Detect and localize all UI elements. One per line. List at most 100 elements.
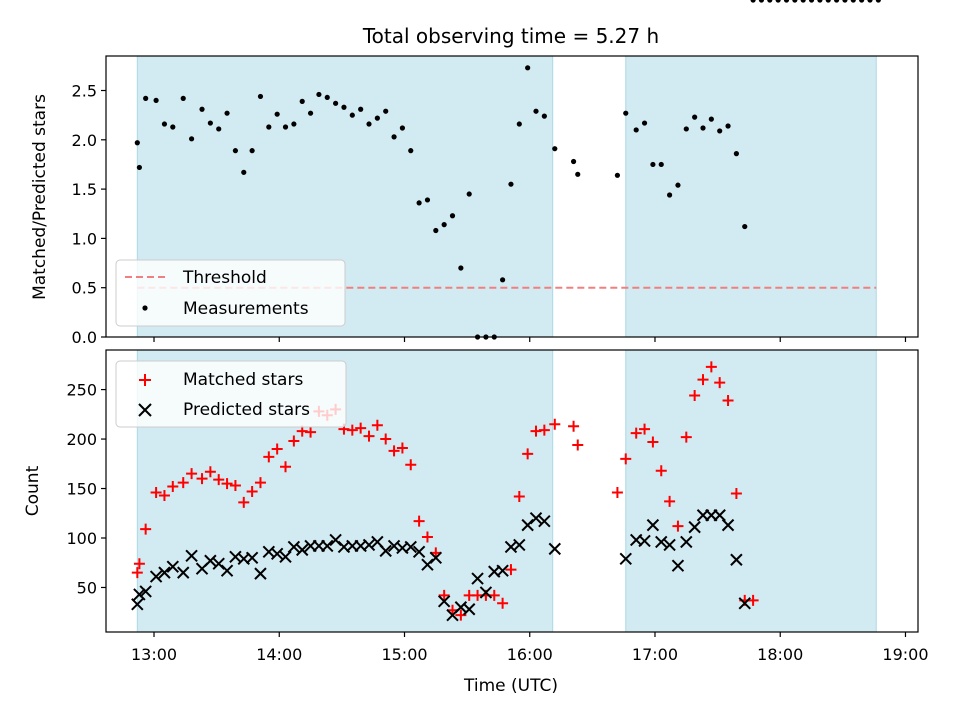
measurement-point [516, 121, 522, 127]
predicted-star-point [133, 588, 146, 601]
predicted-star-point [204, 554, 217, 567]
legend-threshold-label: Threshold [182, 268, 267, 288]
matched-star-point [380, 433, 392, 445]
matched-star-point [405, 459, 417, 471]
measurement-point [658, 161, 664, 168]
matched-star-point [611, 486, 623, 498]
matched-star-point [131, 567, 143, 579]
predicted-star-point [479, 586, 493, 599]
measurement-point [767, 0, 773, 3]
measurement-point [299, 98, 305, 104]
x-tick-label: 18:00 [757, 645, 803, 664]
measurement-point [552, 146, 558, 152]
predicted-star-point [463, 603, 476, 616]
predicted-star-point [212, 557, 225, 570]
measurement-point [143, 95, 149, 101]
x-tick-label: 13:00 [131, 645, 177, 664]
predicted-star-point [220, 564, 234, 577]
measurement-point [525, 65, 531, 71]
matched-star-point [655, 465, 667, 477]
measurement-point [134, 140, 140, 146]
measurement-point [641, 120, 648, 126]
matched-star-point [229, 480, 241, 492]
measurement-point [466, 191, 472, 197]
matched-star-point [167, 481, 179, 493]
shaded-interval [625, 349, 877, 633]
matched-star-point [396, 442, 408, 454]
predicted-star-point [429, 551, 443, 564]
measurement-point [449, 213, 456, 219]
matched-star-point [680, 431, 692, 443]
predicted-star-point [721, 518, 735, 532]
top-axes-frame [105, 55, 919, 338]
measurement-point [232, 148, 239, 154]
bottom-y-tick-label: 50 [77, 578, 97, 597]
matched-star-point [747, 594, 759, 606]
predicted-star-point [404, 540, 417, 554]
matched-star-point [213, 474, 225, 486]
matched-star-point [714, 377, 726, 389]
matched-star-point [513, 490, 525, 502]
measurement-point [500, 277, 506, 283]
predicted-star-point [548, 542, 561, 556]
measurement-point [783, 0, 790, 3]
predicted-star-point [185, 549, 198, 563]
matched-star-point [363, 430, 375, 442]
matched-star-point [288, 435, 300, 447]
measurement-point [366, 121, 372, 127]
matched-star-point [150, 486, 162, 498]
measurement-point [575, 171, 581, 177]
top-y-tick-label: 2.0 [72, 131, 97, 150]
predicted-star-point [513, 538, 526, 552]
measurement-point [282, 124, 289, 130]
matched-star-point [158, 489, 170, 501]
matched-star-point [196, 473, 208, 485]
x-tick-label: 16:00 [507, 645, 553, 664]
measurement-point [441, 222, 447, 228]
measurement-point [136, 164, 142, 171]
measurement-point [249, 148, 255, 154]
predicted-star-point [362, 538, 376, 552]
predicted-star-point [671, 559, 685, 572]
predicted-star-point [149, 570, 163, 583]
predicted-star-point [412, 545, 426, 559]
top-y-axis-label: Matched/Predicted stars [30, 94, 50, 300]
measurement-point [859, 0, 865, 3]
predicted-star-point [529, 512, 543, 525]
measurement-point [349, 112, 355, 118]
measurement-point [570, 158, 577, 165]
predicted-star-point [730, 553, 743, 566]
shaded-interval [625, 55, 877, 338]
measurement-point [316, 91, 322, 98]
measurement-point [800, 0, 806, 3]
x-tick-label: 15:00 [381, 645, 427, 664]
predicted-star-point [496, 564, 509, 577]
top-y-tick-label: 2.5 [72, 82, 97, 101]
chart-title: Total observing time = 5.27 h [362, 24, 659, 48]
predicted-star-point [296, 543, 309, 557]
predicted-star-point [655, 535, 668, 549]
measurement-point [170, 124, 176, 130]
predicted-star-point [287, 540, 301, 554]
measurement-point [683, 126, 689, 132]
matched-star-point [221, 478, 233, 490]
measurement-point [842, 0, 848, 3]
measurement-point [808, 0, 815, 3]
measurement-point [257, 93, 264, 100]
measurement-point [742, 223, 748, 230]
measurement-point [725, 123, 731, 129]
measurement-point [383, 108, 389, 114]
matched-star-point [689, 390, 701, 402]
matched-star-point [413, 515, 425, 527]
measurement-point [458, 265, 464, 271]
measurement-point [391, 134, 397, 140]
bottom-y-axis-label: Count [23, 465, 43, 516]
predicted-star-point [270, 547, 284, 561]
matched-star-point [664, 495, 676, 507]
measurement-point [374, 115, 380, 121]
matched-star-point [722, 394, 734, 406]
measurement-point [333, 100, 339, 106]
matched-star-point [271, 443, 283, 455]
measurement-point [224, 110, 230, 116]
matched-star-point [568, 420, 580, 432]
